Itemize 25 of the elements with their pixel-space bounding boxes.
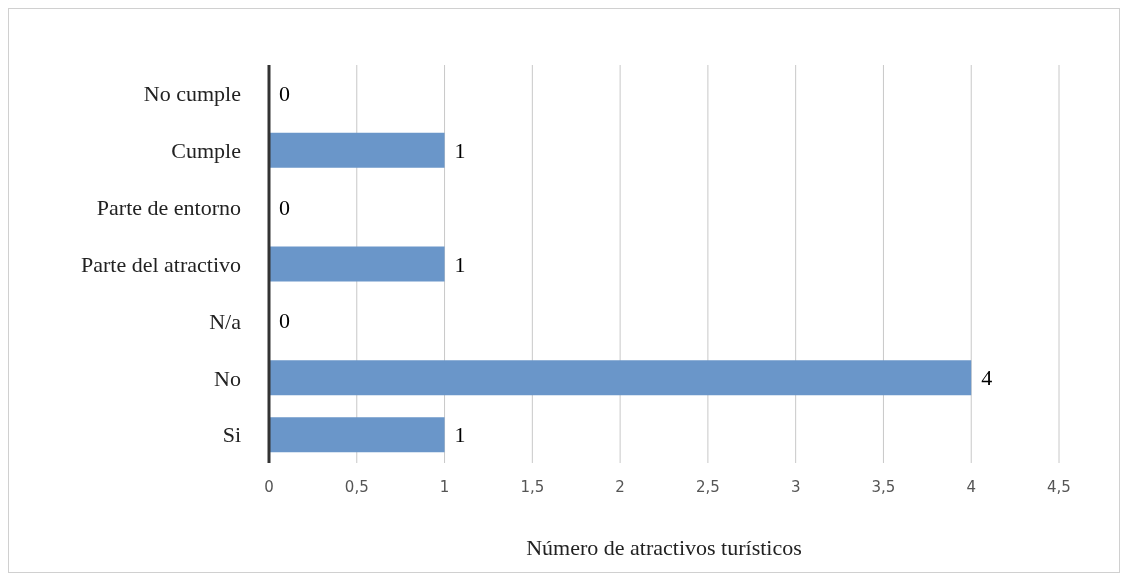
data-label: 0 [279, 194, 290, 220]
x-tick-label: 4,5 [1047, 477, 1071, 496]
x-tick-label: 1 [439, 477, 450, 496]
y-tick-label: N/a [209, 308, 242, 334]
y-tick-label: Parte de entorno [96, 194, 241, 220]
data-label: 0 [279, 308, 290, 334]
y-tick-label: No cumple [143, 81, 241, 107]
data-label: 0 [279, 80, 290, 106]
x-tick-label: 4 [966, 477, 976, 496]
data-label: 4 [981, 365, 993, 391]
data-label: 1 [454, 137, 466, 163]
x-tick-label: 0,5 [344, 477, 369, 496]
data-label: 1 [454, 422, 466, 448]
x-tick-label: 1,5 [520, 477, 545, 496]
y-tick-label: No [214, 365, 241, 391]
x-tick-label: 3,5 [871, 477, 896, 496]
x-tick-label: 0 [264, 477, 274, 496]
y-tick-label: Cumple [171, 138, 241, 164]
y-tick-label: Si [222, 422, 241, 448]
x-axis-title: Número de atractivos turísticos [526, 535, 802, 560]
data-label: 1 [454, 251, 466, 277]
y-tick-label: Parte del atractivo [80, 251, 241, 277]
x-tick-label: 2 [615, 477, 625, 496]
x-tick-label: 3 [790, 477, 801, 496]
x-tick-label: 2,5 [695, 477, 720, 496]
